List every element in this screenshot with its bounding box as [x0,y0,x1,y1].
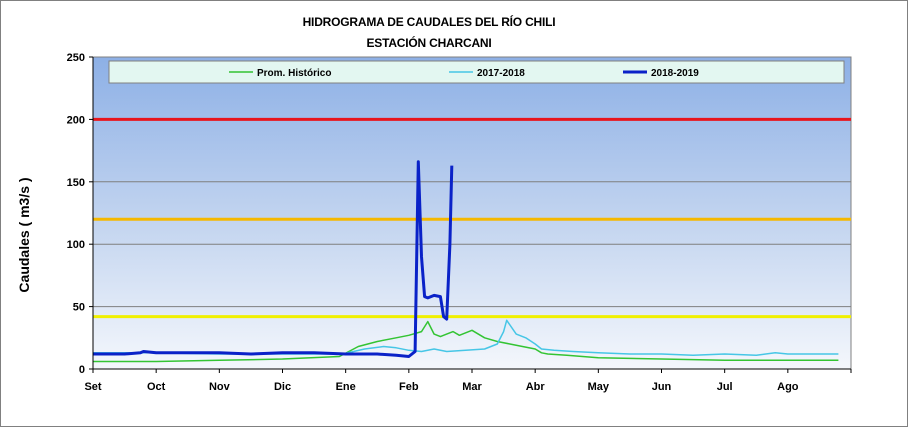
series-line-3 [93,160,454,358]
plot-area [92,56,852,370]
x-tick-label: Jul [717,381,733,393]
x-tick-label: Nov [209,381,231,393]
x-tick-label: Dic [274,381,291,393]
x-tick-label: Ene [336,381,356,393]
x-tick-label: Jun [652,381,672,393]
legend-label-2: 2017-2018 [477,68,525,79]
series-line-1 [93,320,839,363]
x-tick-label: Feb [399,381,419,393]
x-tick-label: Abr [526,381,546,393]
threshold-lines [93,117,851,319]
legend-label-1: Prom. Histórico [257,68,331,79]
series-lines [93,160,839,363]
x-tick-label: Set [84,381,101,393]
x-tick-label: Mar [462,381,482,393]
x-tick-label: Ago [777,381,799,393]
axes: 0 50 100 150 200 250 Set Oct Nov Dic Ene Feb Mar Abr M… [67,52,852,393]
y-tick-label: 50 [73,302,85,314]
y-tick-label: 0 [79,364,85,376]
x-tick-label: Oct [147,381,166,393]
legend: Prom. Histórico 2017-2018 2018-2019 [108,60,845,84]
y-tick-label: 100 [67,239,85,251]
legend-label-3: 2018-2019 [651,68,699,79]
series-line-2 [93,319,839,357]
chart-title: HIDROGRAMA DE CAUDALES DEL RÍO CHILI [302,15,556,29]
y-tick-label: 150 [67,177,85,189]
y-tick-label: 200 [67,114,85,126]
y-tick-label: 250 [67,52,85,64]
x-tick-label: May [588,381,610,393]
legend-box [108,60,845,84]
chart-subtitle: ESTACIÓN CHARCANI [366,36,492,50]
